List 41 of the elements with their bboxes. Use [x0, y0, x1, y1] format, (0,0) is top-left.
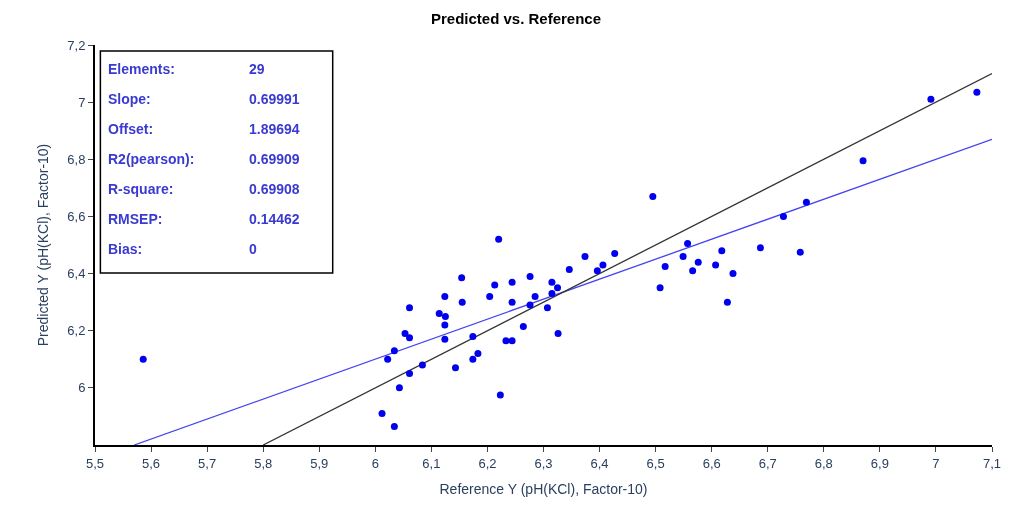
y-tick-label: 6,6: [67, 208, 86, 224]
x-tick-label: 7: [932, 455, 940, 471]
y-tick-label: 6: [78, 380, 86, 396]
y-tick-label: 6,2: [67, 323, 86, 339]
y-tick-label: 7,2: [67, 37, 86, 53]
y-tick-label: 6,8: [67, 151, 86, 167]
annotation: 0.14462: [249, 211, 300, 227]
x-tick-label: 6,9: [870, 455, 889, 471]
annotation: 29: [249, 61, 265, 77]
y-tick-label: 7: [78, 94, 86, 110]
x-tick-label: 5,8: [254, 455, 273, 471]
x-tick-label: 5,6: [142, 455, 161, 471]
x-tick-label: 6,1: [422, 455, 441, 471]
annotation: 0: [249, 241, 257, 257]
x-tick-label: 6,5: [646, 455, 665, 471]
x-tick-label: 6,2: [478, 455, 497, 471]
annotation: 0.69908: [249, 181, 300, 197]
annotation: 0.69909: [249, 151, 300, 167]
annotation: R2(pearson):: [108, 151, 195, 167]
annotation: Offset:: [108, 121, 154, 137]
annotation: 0.69991: [249, 91, 300, 107]
x-tick-label: 6: [371, 455, 379, 471]
x-tick-label: 6,3: [534, 455, 553, 471]
x-tick-label: 6,7: [758, 455, 777, 471]
annotation: Bias:: [108, 241, 143, 257]
x-tick-label: 6,4: [590, 455, 609, 471]
x-tick-label: 5,7: [198, 455, 217, 471]
annotation: 1.89694: [249, 121, 300, 137]
x-tick-label: 6,8: [814, 455, 833, 471]
x-tick-label: 6,6: [702, 455, 721, 471]
annotation: RMSEP:: [108, 211, 163, 227]
annotation: Elements:: [108, 61, 175, 77]
x-axis-title: Reference Y (pH(KCl), Factor-10): [439, 481, 648, 498]
y-axis-title: Predicted Y (pH(KCl), Factor-10): [35, 143, 52, 347]
x-tick-label: 5,9: [310, 455, 329, 471]
x-tick-label: 5,5: [85, 455, 105, 471]
annotation: Slope:: [108, 91, 151, 107]
y-tick-label: 6,4: [67, 266, 86, 282]
chart-title: Predicted vs. Reference: [430, 9, 602, 27]
x-tick-label: 7,1: [982, 455, 1002, 471]
annotation: R-square:: [108, 181, 174, 197]
